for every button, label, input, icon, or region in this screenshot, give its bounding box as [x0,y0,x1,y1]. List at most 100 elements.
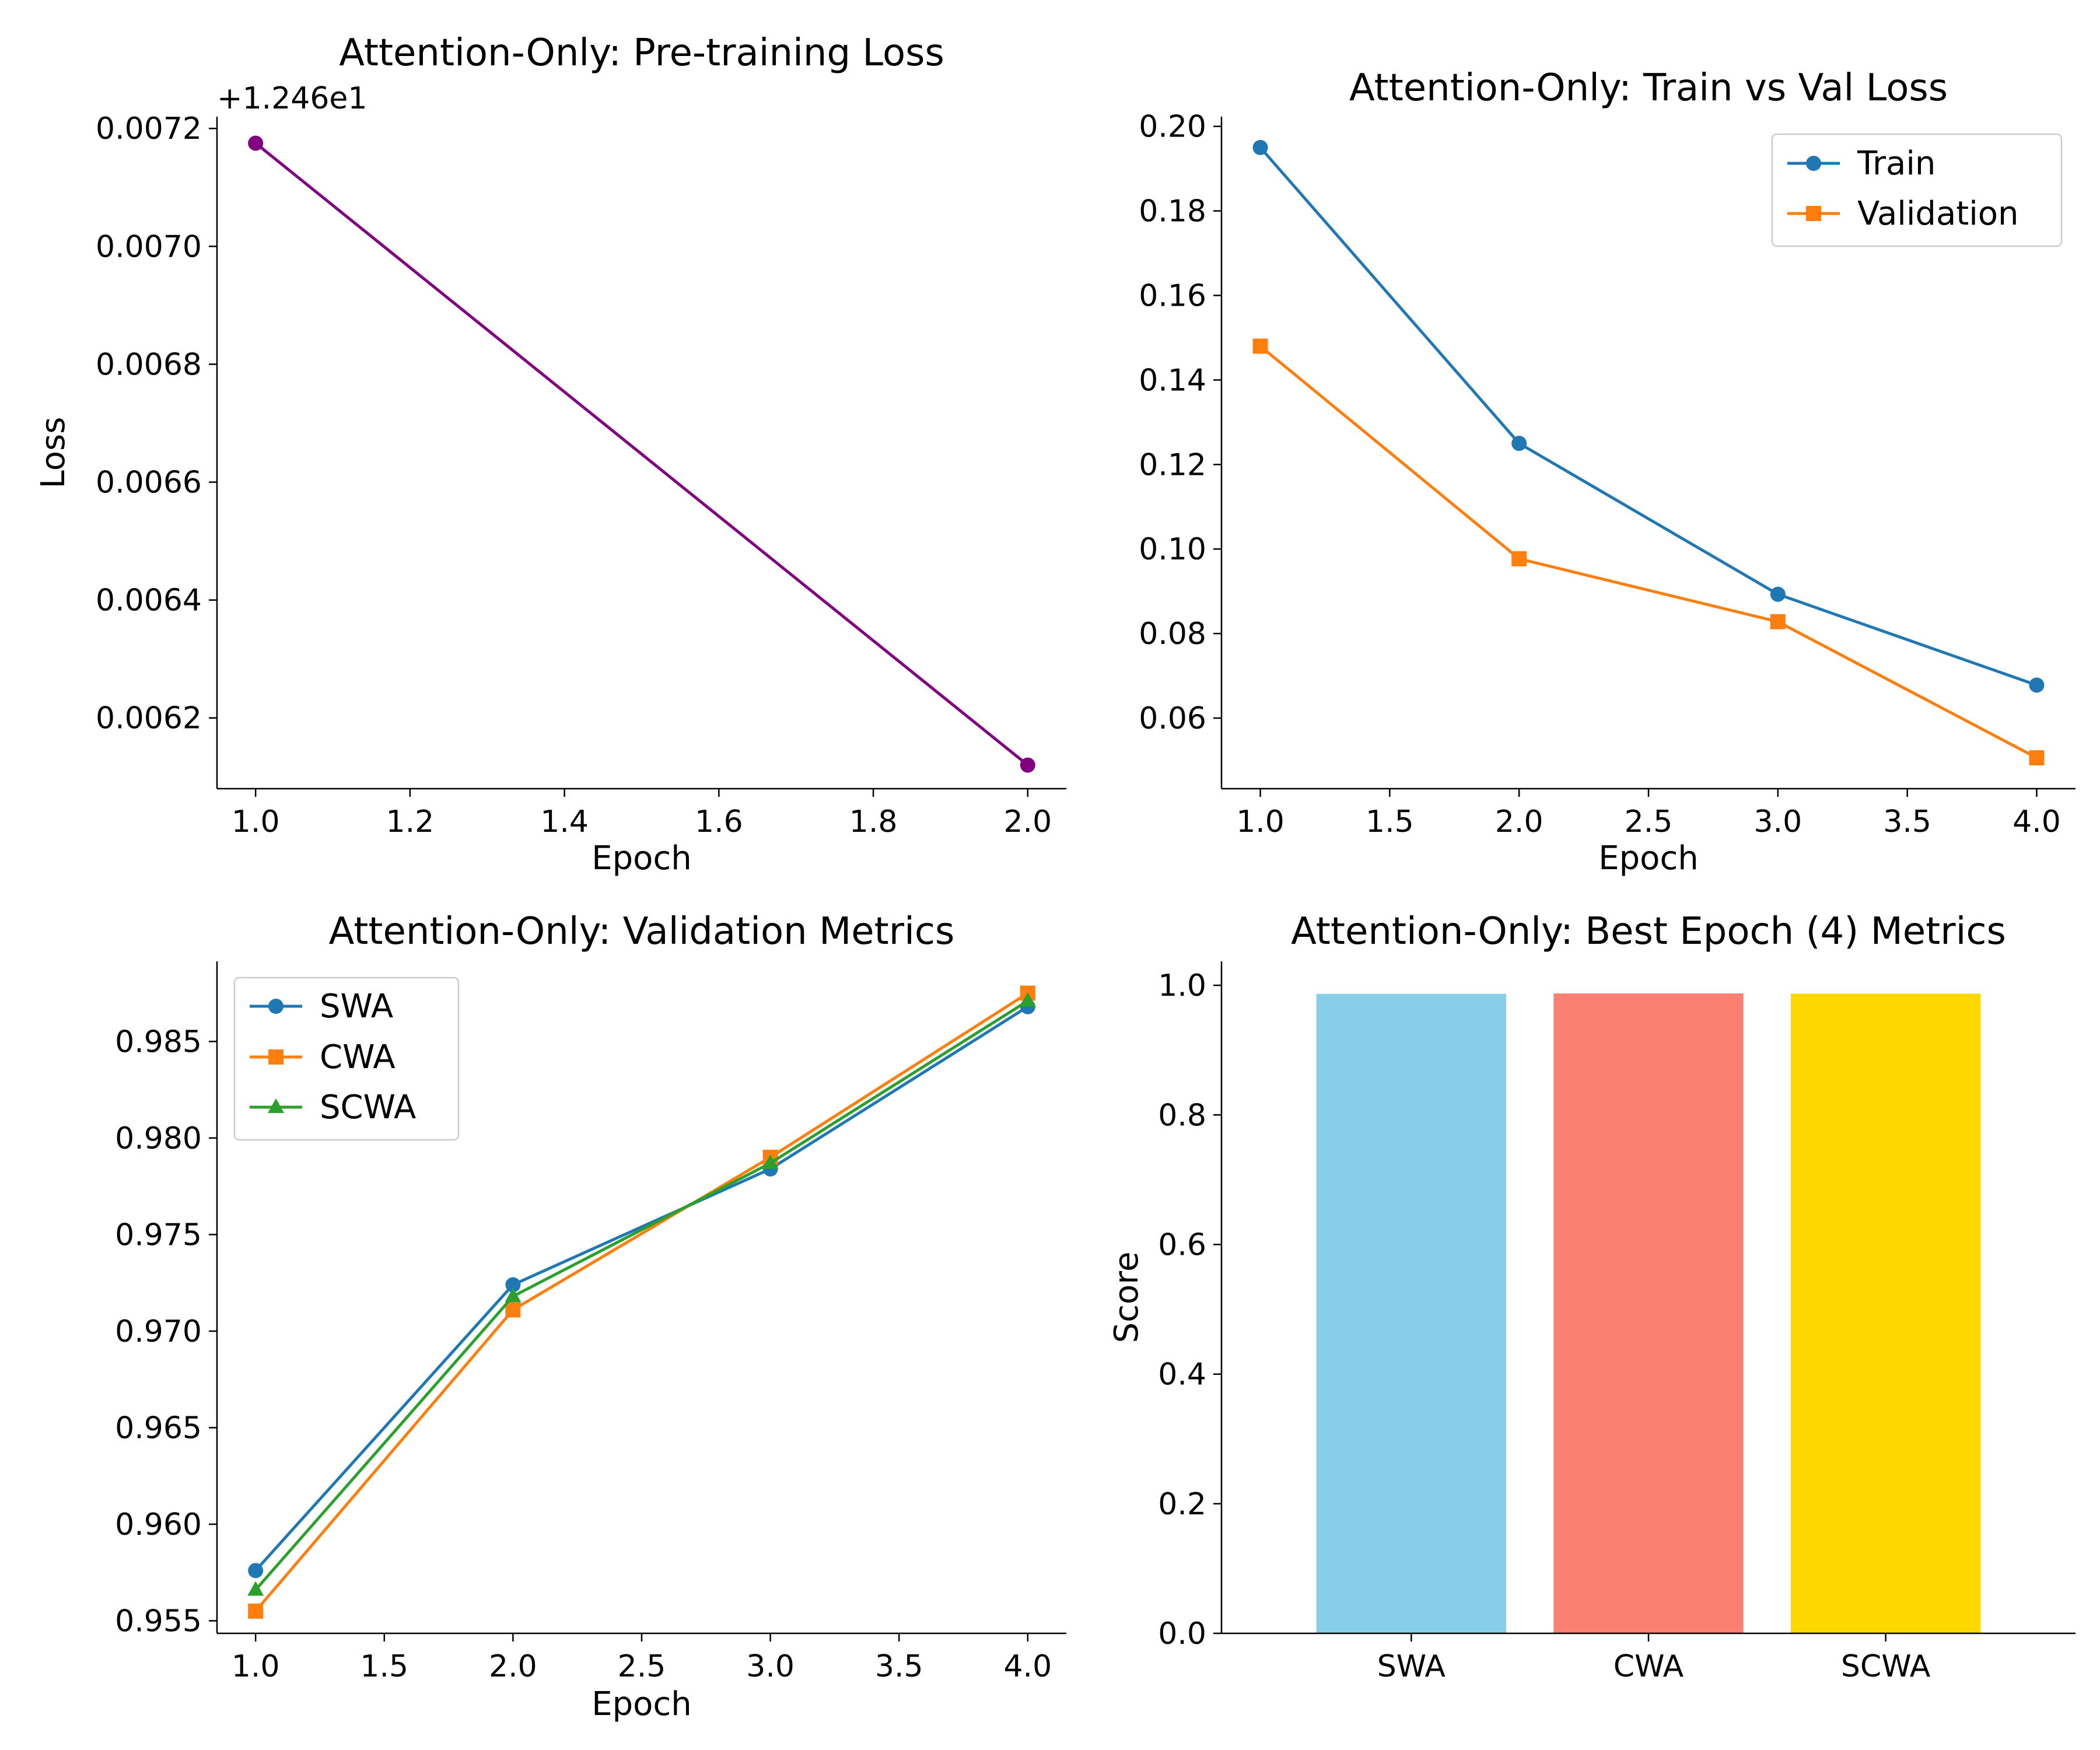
trainval-train-point [1511,436,1527,452]
valmetrics-legend-swa-marker [268,999,284,1014]
trainval-xtick-label: 2.5 [1625,804,1673,839]
valmetrics-xtick-label: 3.5 [875,1649,923,1684]
pretrain-ytick-label: 0.0072 [96,111,202,146]
best-bar-scwa [1791,993,1981,1633]
valmetrics-panel: Attention-Only: Validation Metrics Epoch… [115,910,1066,1723]
trainval-ytick-label: 0.18 [1139,194,1206,229]
trainval-xtick-label: 3.5 [1883,804,1931,839]
trainval-xtick-label: 1.5 [1366,804,1414,839]
trainval-legend-train-label: Train [1857,145,1936,183]
pretrain-ytick-label: 0.0068 [96,347,202,382]
valmetrics-series [247,985,1036,1619]
valmetrics-ytick-label: 0.965 [115,1410,202,1446]
trainval-panel: Attention-Only: Train vs Val Loss Epoch … [1139,66,2076,877]
pretrain-xlabel: Epoch [592,839,691,877]
best-ytick-label: 0.2 [1158,1487,1206,1522]
valmetrics-xtick-label: 2.5 [618,1649,666,1684]
trainval-x-ticks: 1.0 1.5 2.0 2.5 3.0 3.5 4.0 [1236,789,2061,839]
valmetrics-y-ticks: 0.955 0.960 0.965 0.970 0.975 0.980 0.985 [115,1024,217,1639]
valmetrics-legend-scwa-label: SCWA [320,1088,416,1126]
best-x-ticks: SWA CWA SCWA [1377,1633,1931,1684]
pretrain-x-ticks: 1.0 1.2 1.4 1.6 1.8 2.0 [232,789,1052,839]
best-y-ticks: 0.0 0.2 0.4 0.6 0.8 1.0 [1158,968,1222,1651]
best-bar-swa [1316,993,1506,1633]
trainval-xtick-label: 2.0 [1495,804,1544,839]
trainval-validation-line [1259,345,2038,760]
valmetrics-xtick-label: 1.0 [232,1649,280,1684]
pretrain-ytick-label: 0.0070 [96,229,202,264]
trainval-train-point [1770,586,1786,602]
trainval-ytick-label: 0.08 [1139,617,1206,652]
trainval-ytick-label: 0.10 [1139,532,1206,567]
trainval-ytick-label: 0.14 [1139,363,1206,398]
valmetrics-ytick-label: 0.985 [115,1024,202,1059]
trainval-ytick-label: 0.12 [1139,447,1206,482]
pretrain-xtick-label: 2.0 [1003,804,1052,839]
trainval-validation-point [2029,750,2045,766]
valmetrics-xtick-label: 4.0 [1003,1649,1052,1684]
trainval-legend-train-marker [1806,156,1821,171]
best-xtick-label: CWA [1614,1649,1684,1684]
valmetrics-ytick-label: 0.975 [115,1217,202,1252]
pretrain-offset-text: +1.246e1 [217,81,368,116]
best-ytick-label: 1.0 [1158,968,1206,1003]
trainval-train-line [1259,146,2038,687]
valmetrics-scwa-line [254,999,1029,1591]
trainval-xtick-label: 1.0 [1236,804,1284,839]
trainval-legend-box [1771,133,2063,247]
valmetrics-ytick-label: 0.960 [115,1507,202,1542]
pretrain-xtick-label: 1.8 [849,804,898,839]
trainval-legend: Train Validation [1771,133,2063,247]
pretrain-ytick-label: 0.0064 [96,583,202,618]
best-ytick-label: 0.0 [1158,1616,1206,1651]
best-panel: Attention-Only: Best Epoch (4) Metrics S… [1108,910,2076,1684]
valmetrics-legend-cwa-label: CWA [320,1038,396,1076]
pretrain-ytick-label: 0.0062 [96,701,202,736]
trainval-train-point [2029,677,2045,693]
pretrain-y-ticks: 0.0062 0.0064 0.0066 0.0068 0.0070 0.0072 [96,111,217,736]
best-bar-cwa [1553,993,1744,1633]
best-ytick-label: 0.6 [1158,1227,1206,1262]
trainval-series [1252,139,2045,766]
best-title: Attention-Only: Best Epoch (4) Metrics [1291,910,2006,953]
valmetrics-xtick-label: 3.0 [746,1649,794,1684]
valmetrics-title: Attention-Only: Validation Metrics [329,910,955,953]
trainval-xtick-label: 4.0 [2013,804,2061,839]
valmetrics-swa-point [248,1563,264,1578]
valmetrics-ytick-label: 0.955 [115,1604,202,1639]
valmetrics-scwa-point [505,1287,522,1303]
pretrain-xtick-label: 1.0 [232,804,280,839]
trainval-validation-point [1770,614,1786,629]
valmetrics-ytick-label: 0.980 [115,1121,202,1156]
pretrain-xtick-label: 1.6 [695,804,743,839]
best-xtick-label: SCWA [1841,1649,1931,1684]
trainval-train-point [1252,139,1268,155]
best-bars [1316,993,1981,1633]
trainval-ytick-label: 0.16 [1139,278,1206,313]
valmetrics-legend-swa-label: SWA [320,988,393,1026]
best-ylabel: Score [1108,1252,1146,1343]
trainval-ytick-label: 0.20 [1139,110,1206,145]
valmetrics-xtick-label: 2.0 [489,1649,537,1684]
pretrain-pretrain-point [248,135,264,151]
trainval-y-ticks: 0.06 0.08 0.10 0.12 0.14 0.16 0.18 0.20 [1139,110,1222,736]
trainval-validation-point [1511,551,1527,566]
trainval-ytick-label: 0.06 [1139,701,1206,736]
pretrain-pretrain-point [1020,757,1035,773]
valmetrics-ytick-label: 0.970 [115,1314,202,1349]
trainval-title: Attention-Only: Train vs Val Loss [1349,66,1948,110]
pretrain-title: Attention-Only: Pre-training Loss [339,32,944,75]
pretrain-pretrain-line [254,142,1029,766]
valmetrics-legend-scwa-marker [268,1098,284,1113]
valmetrics-scwa-point [1019,992,1036,1007]
valmetrics-swa-point [505,1277,521,1293]
valmetrics-legend: SWA CWA SCWA [233,977,460,1141]
valmetrics-legend-box [233,977,460,1141]
pretrain-ylabel: Loss [34,417,72,489]
best-xtick-label: SWA [1377,1649,1446,1684]
pretrain-panel: Attention-Only: Pre-training Loss +1.246… [34,32,1066,877]
valmetrics-cwa-point [248,1603,264,1619]
valmetrics-scwa-point [762,1154,779,1169]
valmetrics-xlabel: Epoch [592,1685,691,1723]
valmetrics-cwa-point [505,1302,521,1318]
